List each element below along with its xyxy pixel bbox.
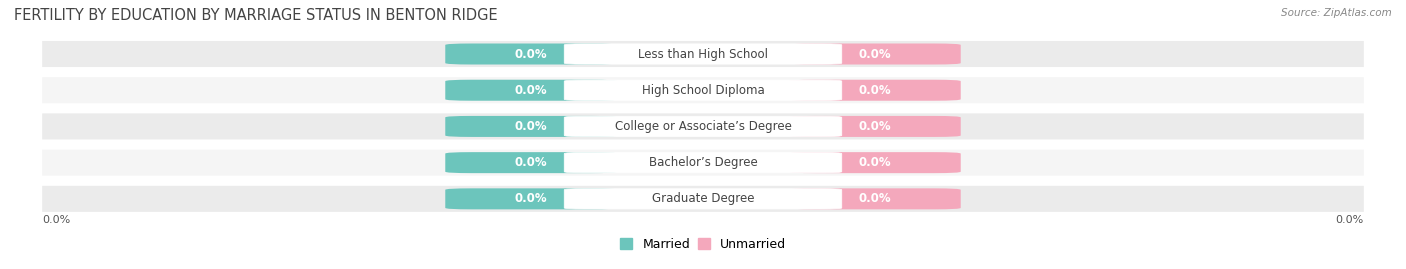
- Text: 0.0%: 0.0%: [42, 215, 70, 225]
- FancyBboxPatch shape: [789, 80, 960, 101]
- Text: FERTILITY BY EDUCATION BY MARRIAGE STATUS IN BENTON RIDGE: FERTILITY BY EDUCATION BY MARRIAGE STATU…: [14, 8, 498, 23]
- Text: 0.0%: 0.0%: [515, 156, 547, 169]
- FancyBboxPatch shape: [789, 188, 960, 209]
- Text: 0.0%: 0.0%: [859, 192, 891, 205]
- FancyBboxPatch shape: [446, 188, 617, 209]
- FancyBboxPatch shape: [564, 189, 842, 209]
- Text: High School Diploma: High School Diploma: [641, 84, 765, 97]
- FancyBboxPatch shape: [446, 44, 617, 65]
- FancyBboxPatch shape: [446, 152, 617, 173]
- Text: 0.0%: 0.0%: [859, 84, 891, 97]
- FancyBboxPatch shape: [446, 80, 617, 101]
- Text: Less than High School: Less than High School: [638, 48, 768, 61]
- Text: Source: ZipAtlas.com: Source: ZipAtlas.com: [1281, 8, 1392, 18]
- Text: 0.0%: 0.0%: [515, 48, 547, 61]
- Text: 0.0%: 0.0%: [1336, 215, 1364, 225]
- FancyBboxPatch shape: [789, 116, 960, 137]
- Text: 0.0%: 0.0%: [515, 192, 547, 205]
- Text: 0.0%: 0.0%: [859, 156, 891, 169]
- FancyBboxPatch shape: [42, 41, 1364, 67]
- FancyBboxPatch shape: [789, 44, 960, 65]
- Text: Bachelor’s Degree: Bachelor’s Degree: [648, 156, 758, 169]
- FancyBboxPatch shape: [42, 77, 1364, 103]
- Text: 0.0%: 0.0%: [859, 48, 891, 61]
- FancyBboxPatch shape: [564, 80, 842, 100]
- FancyBboxPatch shape: [446, 116, 617, 137]
- FancyBboxPatch shape: [42, 114, 1364, 139]
- Legend: Married, Unmarried: Married, Unmarried: [614, 233, 792, 256]
- Text: College or Associate’s Degree: College or Associate’s Degree: [614, 120, 792, 133]
- FancyBboxPatch shape: [564, 116, 842, 137]
- Text: Graduate Degree: Graduate Degree: [652, 192, 754, 205]
- FancyBboxPatch shape: [42, 150, 1364, 176]
- Text: 0.0%: 0.0%: [859, 120, 891, 133]
- FancyBboxPatch shape: [789, 152, 960, 173]
- Text: 0.0%: 0.0%: [515, 120, 547, 133]
- FancyBboxPatch shape: [42, 186, 1364, 212]
- Text: 0.0%: 0.0%: [515, 84, 547, 97]
- FancyBboxPatch shape: [564, 153, 842, 173]
- FancyBboxPatch shape: [564, 44, 842, 64]
